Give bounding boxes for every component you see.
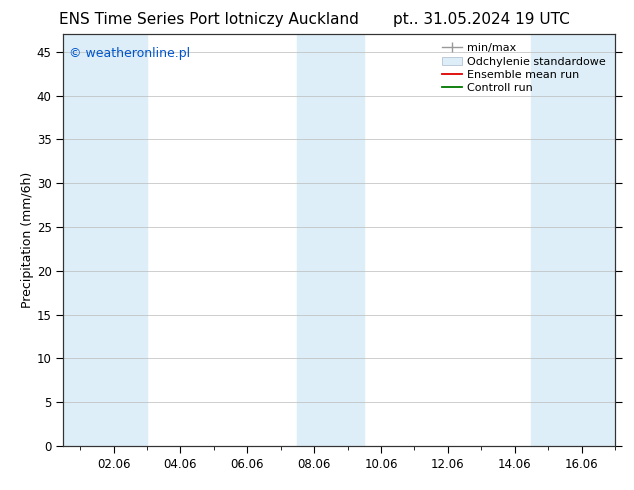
Text: © weatheronline.pl: © weatheronline.pl bbox=[69, 47, 190, 60]
Bar bbox=[531, 34, 615, 446]
Y-axis label: Precipitation (mm/6h): Precipitation (mm/6h) bbox=[21, 172, 34, 308]
Bar bbox=[63, 34, 97, 446]
Text: ENS Time Series Port lotniczy Auckland: ENS Time Series Port lotniczy Auckland bbox=[60, 12, 359, 27]
Bar bbox=[97, 34, 147, 446]
Legend: min/max, Odchylenie standardowe, Ensemble mean run, Controll run: min/max, Odchylenie standardowe, Ensembl… bbox=[439, 40, 609, 97]
Bar bbox=[297, 34, 365, 446]
Text: pt.. 31.05.2024 19 UTC: pt.. 31.05.2024 19 UTC bbox=[394, 12, 570, 27]
